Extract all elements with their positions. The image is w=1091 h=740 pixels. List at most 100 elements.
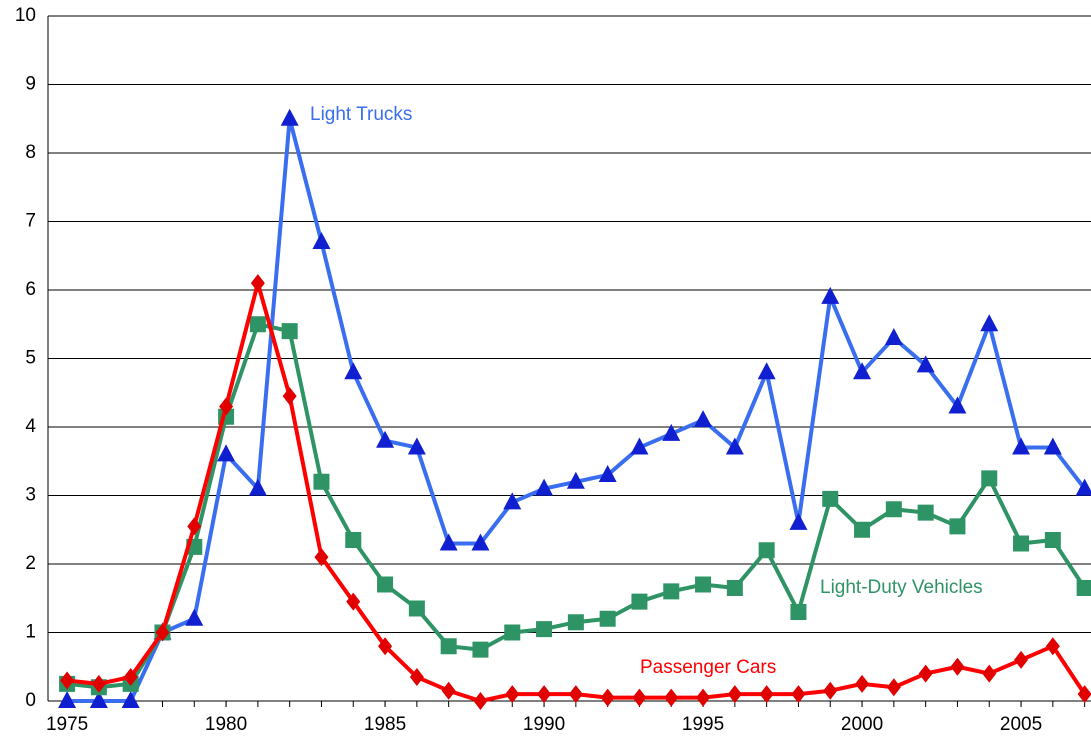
square-marker	[981, 470, 998, 487]
square-marker	[504, 624, 521, 641]
diamond-marker	[950, 657, 965, 676]
triangle-marker	[280, 108, 299, 126]
diamond-marker	[282, 387, 297, 406]
diamond-marker	[505, 685, 520, 704]
square-marker	[790, 603, 807, 620]
diamond-marker	[537, 685, 552, 704]
square-marker	[313, 473, 330, 490]
triangle-marker	[948, 396, 967, 414]
square-marker	[472, 641, 489, 658]
square-marker	[949, 518, 966, 535]
diamond-marker	[727, 685, 742, 704]
triangle-marker	[1075, 478, 1091, 496]
y-tick-label: 7	[25, 211, 36, 232]
square-marker	[536, 621, 553, 638]
diamond-marker	[855, 674, 870, 693]
y-tick-label: 0	[25, 690, 36, 711]
y-tick-label: 5	[25, 348, 36, 369]
x-tick-label: 1995	[682, 714, 724, 735]
square-marker	[917, 504, 934, 521]
diamond-marker	[823, 681, 838, 700]
y-tick-label: 10	[15, 5, 36, 26]
diamond-marker	[250, 274, 265, 293]
diamond-marker	[123, 668, 138, 687]
x-tick-label: 2000	[841, 714, 883, 735]
diamond-marker	[918, 664, 933, 683]
diamond-marker	[1014, 650, 1029, 669]
triangle-marker	[217, 444, 236, 462]
triangle-marker	[694, 410, 713, 428]
x-tick-label: 1985	[364, 714, 406, 735]
triangle-marker	[1012, 437, 1031, 455]
square-marker	[854, 521, 871, 538]
triangle-marker	[916, 355, 935, 373]
triangle-marker	[121, 691, 140, 708]
triangle-marker	[407, 437, 426, 455]
diamond-marker	[632, 688, 647, 707]
y-tick-label: 3	[25, 485, 36, 506]
square-marker	[885, 501, 902, 518]
diamond-marker	[378, 637, 393, 656]
diamond-marker	[187, 517, 202, 536]
square-marker	[377, 576, 394, 593]
triangle-marker	[853, 362, 872, 380]
square-marker	[663, 583, 680, 600]
diamond-marker	[886, 678, 901, 697]
square-marker	[1044, 532, 1061, 549]
triangle-marker	[821, 286, 840, 304]
triangle-marker	[1043, 437, 1062, 455]
triangle-marker	[789, 512, 808, 530]
square-marker	[281, 323, 298, 340]
triangle-marker	[503, 492, 522, 510]
diamond-marker	[982, 664, 997, 683]
triangle-marker	[630, 437, 649, 455]
diamond-marker	[409, 668, 424, 687]
x-tick-label: 1990	[523, 714, 565, 735]
triangle-marker	[248, 478, 267, 496]
triangle-marker	[376, 430, 395, 448]
diamond-marker	[314, 548, 329, 567]
x-tick-label: 1975	[46, 714, 88, 735]
triangle-marker	[89, 691, 108, 708]
diamond-marker	[1077, 685, 1091, 704]
square-marker	[345, 532, 362, 549]
triangle-marker	[185, 608, 204, 626]
triangle-marker	[884, 327, 903, 345]
series-label: Light-Duty Vehicles	[820, 577, 983, 598]
y-tick-label: 8	[25, 142, 36, 163]
triangle-marker	[312, 232, 331, 250]
diamond-marker	[568, 685, 583, 704]
diamond-marker	[441, 681, 456, 700]
x-tick-label: 1980	[205, 714, 247, 735]
square-marker	[631, 593, 648, 610]
triangle-marker	[757, 362, 776, 380]
y-tick-label: 4	[25, 416, 36, 437]
y-tick-label: 1	[25, 622, 36, 643]
triangle-marker	[439, 533, 458, 551]
square-marker	[408, 600, 425, 617]
diamond-marker	[791, 685, 806, 704]
diamond-marker	[473, 692, 488, 710]
triangle-marker	[535, 478, 554, 496]
square-marker	[695, 576, 712, 593]
diamond-marker	[91, 674, 106, 693]
diamond-marker	[155, 623, 170, 642]
square-marker	[567, 614, 584, 631]
diamond-marker	[219, 397, 234, 416]
triangle-marker	[980, 314, 999, 332]
diamond-marker	[346, 592, 361, 611]
y-tick-label: 6	[25, 279, 36, 300]
square-marker	[822, 490, 839, 507]
triangle-marker	[58, 691, 77, 708]
square-marker	[1013, 535, 1030, 552]
triangle-marker	[566, 471, 585, 489]
diamond-marker	[60, 671, 75, 690]
x-tick-label: 2005	[1000, 714, 1042, 735]
square-marker	[440, 638, 457, 655]
y-tick-label: 2	[25, 553, 36, 574]
square-marker	[758, 542, 775, 559]
triangle-marker	[662, 423, 681, 441]
series-label: Passenger Cars	[640, 657, 776, 678]
square-marker	[1076, 579, 1091, 596]
diamond-marker	[1045, 637, 1060, 656]
